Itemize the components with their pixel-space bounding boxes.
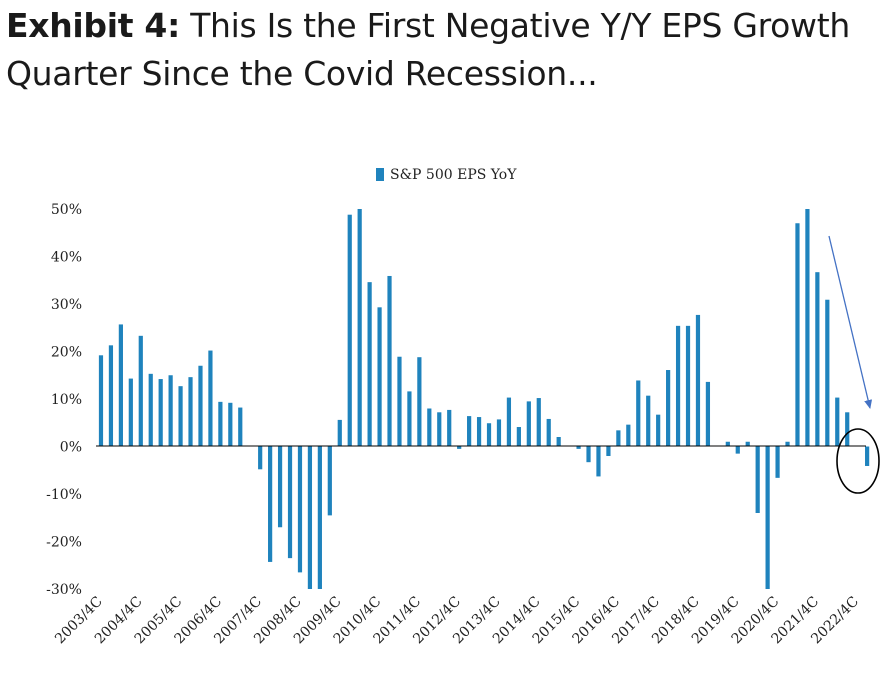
bar	[337, 419, 342, 447]
bar	[118, 324, 123, 447]
legend: S&P 500 EPS YoY	[376, 167, 517, 183]
bar	[357, 209, 362, 447]
bar	[148, 373, 153, 447]
bar	[596, 446, 601, 477]
y-tick-label: -30%	[46, 582, 82, 598]
y-tick-label: 40%	[51, 250, 82, 266]
bar	[457, 446, 462, 449]
bar	[725, 441, 730, 447]
annotations	[828, 235, 880, 494]
bar	[576, 446, 581, 449]
bar	[685, 325, 691, 447]
legend-swatch	[376, 168, 384, 181]
bar	[775, 446, 780, 478]
bar	[516, 427, 521, 447]
bar	[536, 398, 541, 447]
bar	[377, 307, 382, 447]
y-axis: 50% 40% 30% 20% 10% 0% -10% -20% -30%	[46, 202, 82, 598]
bar	[228, 402, 233, 447]
bar	[397, 356, 402, 447]
bar	[258, 446, 263, 470]
bar	[666, 370, 671, 447]
bar	[616, 430, 621, 447]
bar	[636, 380, 641, 447]
bar	[467, 416, 472, 447]
bar	[297, 446, 303, 573]
y-tick-label: 10%	[51, 392, 82, 408]
bar	[825, 299, 830, 447]
bar	[367, 282, 372, 447]
bar	[795, 223, 800, 447]
bar	[218, 401, 223, 447]
bar	[486, 423, 492, 447]
y-tick-label: 30%	[51, 297, 82, 313]
bar	[427, 408, 432, 447]
x-axis: 2003/4C2004/4C2005/4C2006/4C2007/4C2008/…	[52, 594, 862, 648]
bars	[98, 209, 870, 589]
bar	[745, 441, 750, 447]
y-tick-label: -20%	[46, 535, 82, 551]
bar	[476, 417, 482, 447]
bar	[287, 446, 293, 559]
bar	[108, 345, 114, 447]
bar	[755, 446, 760, 513]
bar	[277, 446, 283, 528]
bar	[188, 377, 193, 447]
bar	[138, 335, 143, 447]
bar	[198, 365, 203, 447]
title-text: This Is the First Negative Y/Y EPS Growt…	[6, 6, 850, 93]
bar	[675, 325, 681, 447]
bar	[695, 314, 701, 447]
bar	[417, 357, 422, 447]
bar	[586, 446, 591, 463]
bar	[347, 214, 352, 447]
bar	[835, 397, 840, 447]
trend-arrow	[828, 235, 873, 409]
legend-label: S&P 500 EPS YoY	[390, 167, 517, 183]
bar	[208, 350, 213, 447]
title-lead: Exhibit 4:	[6, 6, 180, 45]
y-tick-label: 50%	[51, 202, 82, 218]
chart-title: Exhibit 4: This Is the First Negative Y/…	[6, 2, 876, 98]
bar	[815, 272, 820, 447]
bar	[845, 412, 850, 447]
bar	[496, 419, 502, 447]
bar	[785, 441, 790, 447]
bar	[656, 414, 661, 447]
bar	[506, 397, 512, 447]
bar	[238, 407, 243, 447]
bar	[327, 446, 332, 516]
bar	[98, 355, 104, 447]
bar	[168, 375, 173, 447]
bar	[178, 386, 183, 447]
highlight-circle	[836, 428, 880, 494]
y-tick-label: -10%	[46, 487, 82, 503]
bar	[437, 412, 442, 447]
bar	[387, 275, 392, 447]
bar	[626, 424, 631, 447]
bar	[317, 446, 322, 589]
bar	[158, 379, 163, 447]
bar	[556, 437, 561, 447]
bar	[128, 378, 133, 447]
bar	[865, 446, 870, 466]
bar	[546, 418, 551, 447]
bar	[805, 209, 810, 447]
bar	[735, 446, 740, 454]
bar	[407, 391, 412, 447]
bar	[705, 381, 711, 447]
bar	[646, 395, 651, 447]
bar	[606, 446, 611, 456]
bar	[765, 446, 770, 589]
bar	[307, 446, 313, 589]
bar	[268, 446, 273, 562]
bar	[526, 401, 531, 447]
y-tick-label: 20%	[51, 345, 82, 361]
y-tick-label: 0%	[60, 440, 82, 456]
bar	[447, 409, 452, 447]
